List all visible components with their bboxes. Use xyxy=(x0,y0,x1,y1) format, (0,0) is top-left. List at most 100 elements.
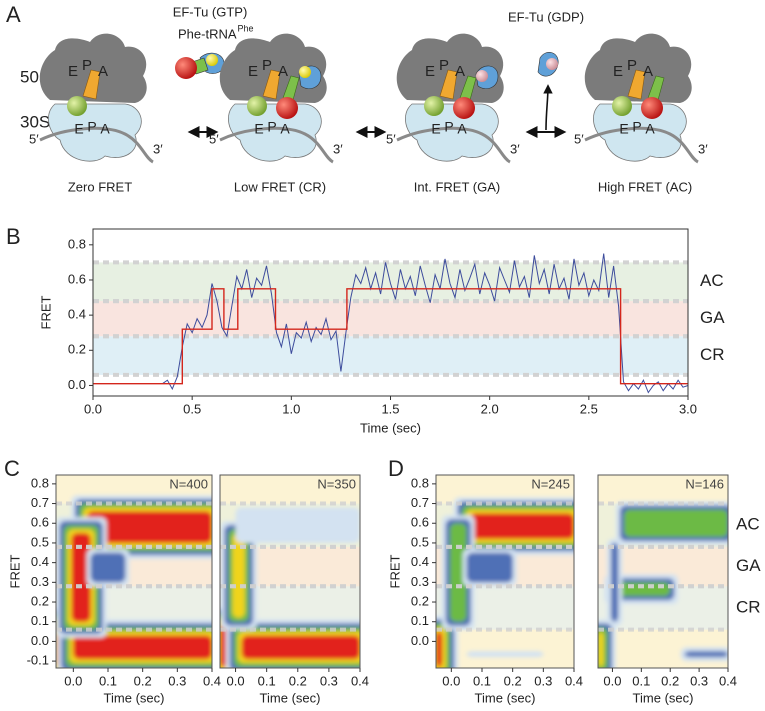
diagram: 50S 30S EF-Tu (GTP) Phe-tRNA Phe EF-Tu (… xyxy=(20,4,584,138)
y-tick-label: 0.2 xyxy=(68,342,86,357)
aminoacyl-ball xyxy=(276,97,298,119)
y-tick-label: 0.6 xyxy=(31,515,49,530)
x-axis-label: Time (sec) xyxy=(360,420,421,435)
heatmap xyxy=(56,475,212,668)
count-label: N=245 xyxy=(531,476,570,491)
site-label: E xyxy=(254,121,263,137)
density-level xyxy=(71,533,91,622)
count-label: N=350 xyxy=(317,476,356,491)
x-axis-label: Time (sec) xyxy=(633,690,694,705)
density-level xyxy=(598,631,604,668)
x-axis-label: Time (sec) xyxy=(475,690,536,705)
mrna xyxy=(39,126,154,164)
y-tick-label: 0.4 xyxy=(411,554,429,569)
x-tick-label: 0.2 xyxy=(134,673,152,688)
end-label: 5′ xyxy=(386,131,396,146)
incoming-label: EF-Tu (GTP) xyxy=(173,4,248,19)
site-label: E xyxy=(425,63,435,80)
x-tick-label: 0.2 xyxy=(504,673,522,688)
density-level xyxy=(449,523,467,622)
x-axis-label: Time (sec) xyxy=(104,690,165,705)
trna xyxy=(262,69,281,100)
y-tick-label: 0.6 xyxy=(411,515,429,530)
x-tick-label: 0.0 xyxy=(603,673,621,688)
site-label: A xyxy=(645,121,655,137)
trna xyxy=(82,69,101,100)
count-label: N=146 xyxy=(685,476,724,491)
y-tick-label: 0.4 xyxy=(31,554,49,569)
x-tick-label: 0.5 xyxy=(183,401,201,416)
x-tick-label: 1.5 xyxy=(381,401,399,416)
x-tick-label: 0.4 xyxy=(351,673,369,688)
band-label: AC xyxy=(736,515,760,534)
density-level xyxy=(90,552,126,583)
density-level xyxy=(466,552,513,583)
density-level xyxy=(624,509,728,538)
density-level xyxy=(684,651,728,658)
x-tick-label: 0.3 xyxy=(534,673,552,688)
x-tick-label: 0.4 xyxy=(203,673,221,688)
eftu-gdp xyxy=(537,52,559,77)
density-level xyxy=(466,651,544,658)
heatmap xyxy=(436,475,574,668)
end-label: 3′ xyxy=(333,141,343,156)
x-tick-label: 0.1 xyxy=(632,673,650,688)
x-tick-label: 2.0 xyxy=(481,401,499,416)
plot-frame xyxy=(55,474,213,669)
plot-frame xyxy=(219,474,361,669)
y-tick-label: 0.8 xyxy=(68,236,86,251)
y-tick-label: 0.3 xyxy=(31,574,49,589)
small-subunit xyxy=(593,103,687,162)
band-label: CR xyxy=(700,345,725,364)
density-level xyxy=(232,533,245,618)
gtp xyxy=(299,66,311,78)
site-label: A xyxy=(457,121,467,137)
large-subunit xyxy=(39,33,147,103)
panel-letter: D xyxy=(388,456,404,481)
site-label: E xyxy=(74,121,83,137)
site-label: P xyxy=(439,57,449,74)
x-tick-label: 3.0 xyxy=(679,401,697,416)
y-tick-label: 0.5 xyxy=(31,534,49,549)
x-tick-label: 0.3 xyxy=(320,673,338,688)
site-label: P xyxy=(82,57,92,74)
site-label: P xyxy=(262,57,272,74)
site-label: A xyxy=(643,63,653,80)
x-tick-label: 0.1 xyxy=(99,673,117,688)
released-label: EF-Tu (GDP) xyxy=(508,9,584,24)
x-tick-label: 0.0 xyxy=(84,401,102,416)
small-subunit xyxy=(405,103,499,162)
density-level xyxy=(611,542,619,622)
state-label: Int. FRET (GA) xyxy=(414,179,500,194)
density-level xyxy=(235,507,360,543)
x-tick-label: 0.0 xyxy=(227,673,245,688)
x-tick-label: 0.1 xyxy=(258,673,276,688)
peptidyl-ball xyxy=(612,96,632,116)
mrna xyxy=(584,126,699,164)
y-tick-label: 0.1 xyxy=(31,613,49,628)
site-label: P xyxy=(87,119,96,135)
x-tick-label: 0.1 xyxy=(473,673,491,688)
release-arrow xyxy=(543,84,553,131)
site-label: A xyxy=(280,121,290,137)
y-tick-label: 0.5 xyxy=(411,534,429,549)
site-label: E xyxy=(68,63,78,80)
density xyxy=(220,507,360,668)
mrna xyxy=(396,126,511,164)
peptidyl-ball xyxy=(247,96,267,116)
end-label: 3′ xyxy=(153,141,163,156)
panel-letter: C xyxy=(4,456,20,481)
x-tick-label: 0.3 xyxy=(168,673,186,688)
end-label: 5′ xyxy=(574,131,584,146)
y-tick-label: 0.2 xyxy=(411,593,429,608)
large-subunit xyxy=(396,33,504,103)
state-label: High FRET (AC) xyxy=(598,179,692,194)
site-label: P xyxy=(627,57,637,74)
site-label: P xyxy=(267,119,276,135)
density-level xyxy=(73,635,212,660)
x-tick-label: 0.3 xyxy=(690,673,708,688)
y-tick-label: 0.4 xyxy=(68,307,86,322)
x-tick-label: 0.4 xyxy=(719,673,737,688)
site-label: P xyxy=(444,119,453,135)
